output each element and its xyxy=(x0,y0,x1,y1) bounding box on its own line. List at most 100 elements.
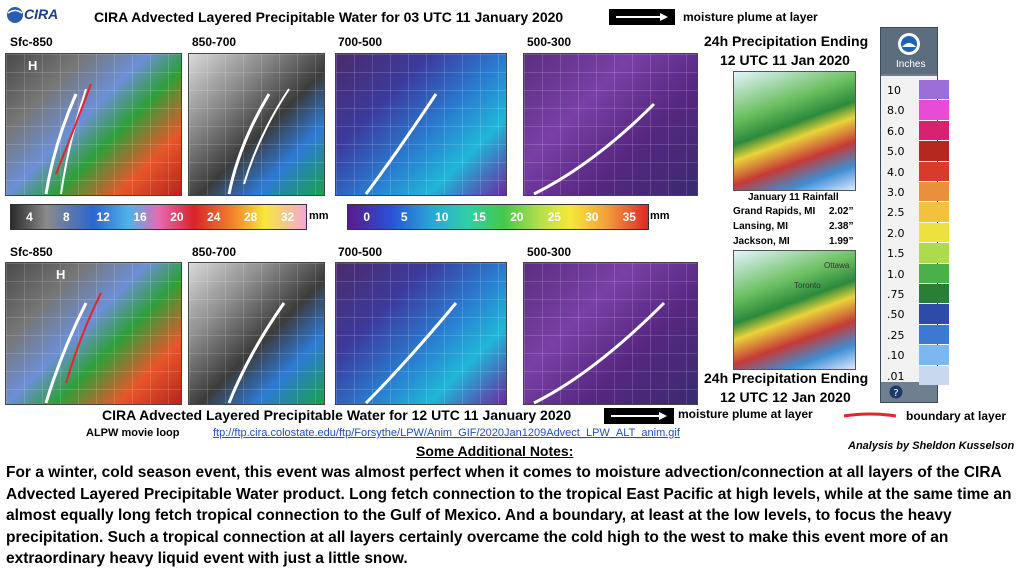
top-map-700-500 xyxy=(335,53,507,196)
rainfall-place: Lansing, MI xyxy=(733,221,788,232)
precip-scale-label: 4.0 xyxy=(887,165,905,179)
rainfall-place: Grand Rapids, MI xyxy=(733,206,816,217)
cira-logo-text: CIRA xyxy=(24,6,59,22)
moisture-plume-lines xyxy=(533,102,656,195)
moisture-plume-lines xyxy=(44,83,92,195)
bottom-panel-label-500-300: 500-300 xyxy=(527,245,572,259)
arrow-right-icon xyxy=(616,13,668,21)
precip-scale-label: 2.0 xyxy=(887,226,905,240)
map-label-toronto: Toronto xyxy=(794,281,821,290)
notes-title: Some Additional Notes: xyxy=(416,443,574,459)
cira-logo: CIRA xyxy=(6,4,58,26)
colorbar-left: 4 8 12 16 20 24 28 32 xyxy=(10,204,307,230)
moisture-plume-lines xyxy=(44,292,102,404)
precip-scale-color-cell xyxy=(919,324,949,345)
author-credit: Analysis by Sheldon Kusselson xyxy=(848,440,1015,452)
colorbar-right-tick: 30 xyxy=(585,210,599,224)
rainfall-title: January 11 Rainfall xyxy=(748,192,839,203)
top-map-500-300 xyxy=(523,53,698,196)
bottom-map-sfc-850: H xyxy=(5,262,182,405)
moisture-plume-lines xyxy=(364,93,438,195)
rainfall-place: Jackson, MI xyxy=(733,236,790,247)
rainfall-value: 2.38” xyxy=(829,221,854,232)
colorbar-left-tick: 28 xyxy=(244,210,258,224)
precip-scale-unit: Inches xyxy=(896,59,926,70)
high-pressure-marker: H xyxy=(56,267,66,282)
bottom-map-500-300 xyxy=(523,262,698,405)
precip-scale-label: 8.0 xyxy=(887,104,905,118)
top-panel-label-700-500: 700-500 xyxy=(338,35,383,49)
precip-scale-body: 10 8.0 6.0 5.0 4.0 3.0 2.5 2.0 1.5 1.0 .75 .50 .25 .1… xyxy=(881,76,949,385)
precip-scale-color-cell xyxy=(919,222,949,243)
precip-bottom-title-2: 12 UTC 12 Jan 2020 xyxy=(720,389,851,405)
colorbar-left-tick: 32 xyxy=(280,210,295,224)
cira-globe-icon xyxy=(7,7,23,23)
noaa-logo-icon xyxy=(898,33,920,55)
precip-scale-color-cell xyxy=(919,100,949,120)
top-map-850-700 xyxy=(188,53,325,196)
precip-scale-color-cell xyxy=(919,263,949,283)
colorbar-right-unit: mm xyxy=(650,210,670,222)
notes-body: For a winter, cold season event, this ev… xyxy=(6,464,1012,567)
colorbar-left-tick: 12 xyxy=(96,210,110,224)
question-icon[interactable]: ? xyxy=(889,385,903,399)
precip-scale-color-cell xyxy=(919,202,949,222)
top-panel-label-850-700: 850-700 xyxy=(192,35,237,49)
movie-loop-label: ALPW movie loop xyxy=(86,427,180,439)
precip-scale-color-cell xyxy=(919,141,949,161)
precip-map-jan11 xyxy=(733,71,856,191)
bottom-panel-label-700-500: 700-500 xyxy=(338,245,383,259)
precip-scale-label: 1.5 xyxy=(887,247,905,261)
precip-scale-header: Inches xyxy=(881,28,937,74)
bottom-map-700-500 xyxy=(335,262,507,405)
precip-scale-color-cell xyxy=(919,345,949,365)
precip-scale-label: 1.0 xyxy=(887,267,905,281)
precip-scale-label: .75 xyxy=(887,288,905,301)
colorbar-left-tick: 20 xyxy=(170,210,184,224)
precip-scale-label: .01 xyxy=(887,369,905,383)
precip-scale-label: 2.5 xyxy=(887,206,905,220)
precip-scale-label: 10 xyxy=(887,84,901,97)
moisture-plume-lines xyxy=(227,88,290,195)
colorbar-right-tick: 10 xyxy=(435,210,449,224)
svg-text:?: ? xyxy=(893,388,898,399)
precip-scale-label: .10 xyxy=(887,349,905,363)
colorbar-right-tick: 5 xyxy=(400,210,408,224)
bottom-map-850-700 xyxy=(188,262,325,405)
precip-scale-color-cell xyxy=(919,120,949,141)
colorbar-right-tick: 0 xyxy=(363,210,371,224)
precip-scale-color-cell xyxy=(919,243,949,263)
precip-scale-color-cell xyxy=(919,161,949,181)
top-panel-label-sfc-850: Sfc-850 xyxy=(10,35,53,49)
colorbar-left-tick: 4 xyxy=(26,210,33,224)
bottom-panel-label-sfc-850: Sfc-850 xyxy=(10,245,53,259)
precip-scale-label: 5.0 xyxy=(887,145,905,159)
precip-scale-label: 3.0 xyxy=(887,186,905,199)
colorbar-left-tick: 16 xyxy=(133,210,147,224)
precip-top-title-2: 12 UTC 11 Jan 2020 xyxy=(720,52,850,68)
precip-scale-color-cell xyxy=(919,80,949,100)
colorbar-right-tick: 35 xyxy=(622,210,636,224)
precip-scale-color-cell xyxy=(919,365,949,385)
precip-scale-label: .50 xyxy=(887,308,905,322)
precip-scale-label: 6.0 xyxy=(887,124,905,138)
map-label-ottawa: Ottawa xyxy=(824,261,850,270)
precip-top-title-1: 24h Precipitation Ending xyxy=(704,33,869,49)
colorbar-left-unit: mm xyxy=(309,210,329,222)
precip-scale-label: .25 xyxy=(887,328,905,342)
colorbar-right-tick: 25 xyxy=(547,210,561,224)
top-plume-legend-arrow xyxy=(609,9,675,25)
colorbar-right-tick: 15 xyxy=(472,210,486,224)
top-title: CIRA Advected Layered Precipitable Water… xyxy=(94,9,564,25)
moisture-plume-lines xyxy=(227,302,286,404)
top-map-sfc-850: H xyxy=(5,53,182,196)
bottom-panel-label-850-700: 850-700 xyxy=(192,245,237,259)
rainfall-value: 2.02” xyxy=(829,206,854,217)
colorbar-right-tick: 20 xyxy=(510,210,524,224)
rainfall-value: 1.99” xyxy=(829,236,854,247)
boundary-legend-text: boundary at layer xyxy=(906,409,1007,423)
precip-scale: Inches 10 8.0 6.0 5.0 4.0 3.0 2.5 2.0 1.5 1.0 .75.… xyxy=(880,27,949,403)
moisture-plume-lines xyxy=(364,302,458,404)
colorbar-left-tick: 24 xyxy=(207,210,221,224)
movie-loop-link[interactable]: ftp://ftp.cira.colostate.edu/ftp/Forsyth… xyxy=(213,427,680,439)
